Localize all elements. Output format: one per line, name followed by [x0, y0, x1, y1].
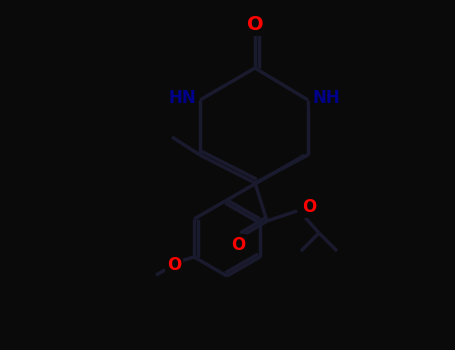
Text: O: O	[231, 236, 245, 254]
Text: O: O	[247, 14, 263, 34]
Text: NH: NH	[312, 89, 340, 107]
Text: HN: HN	[168, 89, 196, 107]
Text: O: O	[302, 198, 316, 216]
Text: O: O	[167, 256, 181, 274]
